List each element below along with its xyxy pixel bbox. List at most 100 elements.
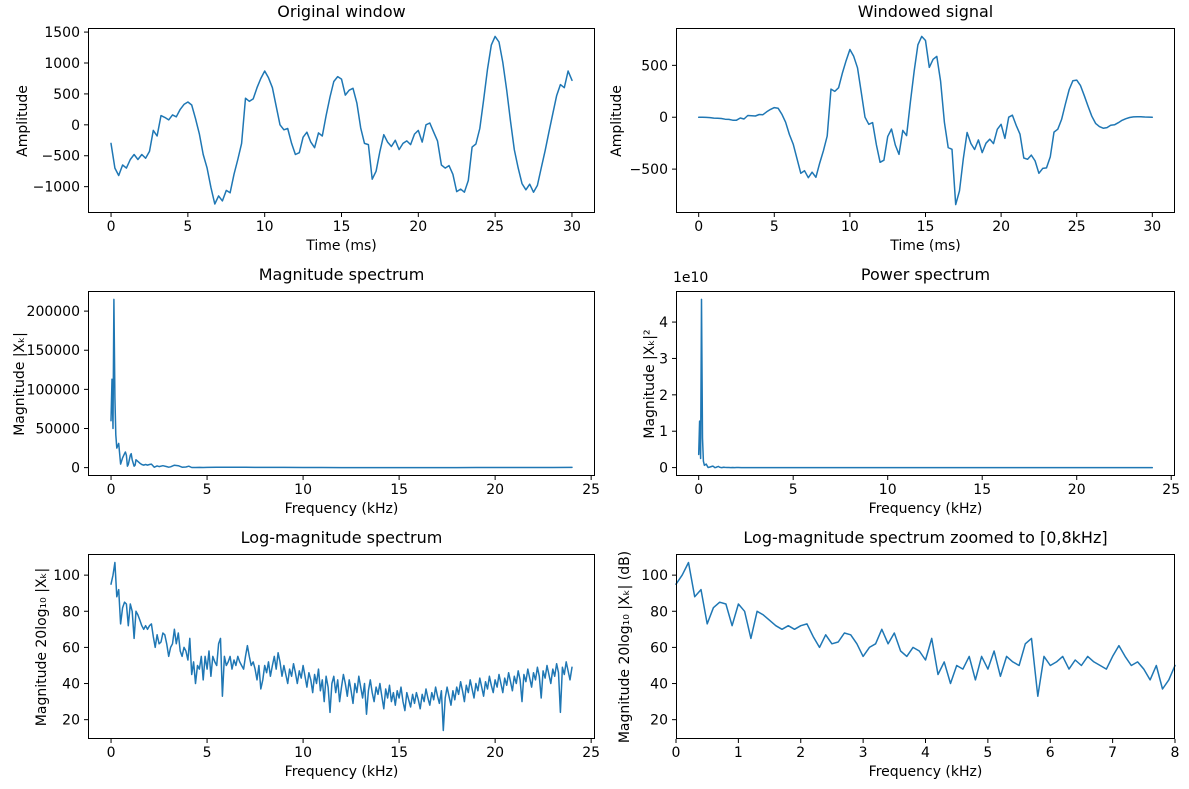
- y-tick-label: 3: [659, 351, 668, 367]
- x-axis-label: Frequency (kHz): [868, 501, 983, 517]
- x-tick-label: 5: [789, 482, 798, 498]
- y-tick-label: 0: [71, 461, 80, 477]
- x-axis-label: Time (ms): [306, 238, 377, 254]
- axes-spines: [88, 554, 595, 739]
- y-tick-label: 1500: [44, 25, 80, 41]
- y-axis-label: Amplitude: [15, 84, 31, 157]
- axes-spines: [88, 291, 595, 476]
- x-tick-label: 10: [294, 745, 312, 761]
- axes-spines: [676, 291, 1175, 476]
- x-tick-label: 10: [256, 219, 274, 235]
- subplot-original-window: Original window Time (ms) Amplitude 0 5 10…: [15, 2, 595, 254]
- x-tick-label: 25: [582, 745, 600, 761]
- subplot-log-magnitude-spectrum-zoomed: Log-magnitude spectrum zoomed to [0,8kHz…: [617, 528, 1179, 780]
- x-tick-label: 0: [107, 482, 116, 498]
- x-tick-label: 10: [841, 219, 859, 235]
- y-tick-label: 50000: [35, 421, 80, 437]
- plot-title: Original window: [277, 2, 406, 21]
- x-tick-label: 2: [796, 745, 805, 761]
- subplot-power-spectrum: Power spectrum 1e10 Frequency (kHz) Magn…: [642, 265, 1180, 517]
- y-tick-label: 20: [650, 713, 668, 729]
- x-tick-label: 15: [973, 482, 991, 498]
- x-tick-label: 5: [770, 219, 779, 235]
- y-tick-label: −1000: [33, 180, 80, 196]
- axes-spines: [676, 28, 1175, 213]
- x-tick-label: 5: [203, 482, 212, 498]
- y-axis-label: Magnitude 20log₁₀ |Xₖ| (dB): [617, 550, 633, 743]
- y-tick-label: 0: [659, 461, 668, 477]
- x-axis-label: Frequency (kHz): [284, 764, 399, 780]
- series-line: [110, 298, 573, 469]
- plot-area: 0 5 10 15 20 25 30 −1000 −500 0 500 1000 1500: [33, 25, 595, 235]
- x-tick-label: 0: [694, 219, 703, 235]
- x-tick-label: 15: [390, 482, 408, 498]
- plot-area: 0 5 10 15 20 25 0 50000 100000 150000 200000: [27, 291, 600, 498]
- x-tick-label: 20: [486, 745, 504, 761]
- y-tick-label: 100000: [27, 382, 80, 398]
- x-tick-label: 7: [1108, 745, 1117, 761]
- x-tick-label: 15: [390, 745, 408, 761]
- y-tick-label: 20: [62, 713, 80, 729]
- axis-offset-text: 1e10: [673, 270, 709, 286]
- y-tick-label: 500: [53, 87, 80, 103]
- y-tick-label: 0: [659, 110, 668, 126]
- plot-title: Windowed signal: [857, 2, 994, 21]
- y-tick-label: 100: [53, 568, 80, 584]
- y-tick-label: 1000: [44, 56, 80, 72]
- plot-title: Power spectrum: [860, 265, 991, 284]
- x-tick-label: 4: [921, 745, 930, 761]
- y-axis-label: Amplitude: [609, 84, 625, 157]
- plot-title: Log-magnitude spectrum: [240, 528, 443, 547]
- y-axis-label: Magnitude |Xₖ|²: [642, 328, 658, 439]
- x-tick-label: 25: [1162, 482, 1180, 498]
- x-tick-label: 6: [1046, 745, 1055, 761]
- x-tick-label: 25: [486, 219, 504, 235]
- x-tick-label: 5: [203, 745, 212, 761]
- x-tick-label: 20: [486, 482, 504, 498]
- y-tick-label: 4: [659, 315, 668, 331]
- plot-area: 0 5 10 15 20 25 30 −500 0 500: [630, 28, 1175, 235]
- x-axis-label: Frequency (kHz): [284, 501, 399, 517]
- plot-title: Magnitude spectrum: [258, 265, 425, 284]
- y-tick-label: 80: [650, 604, 668, 620]
- x-tick-label: 0: [107, 745, 116, 761]
- x-axis-label: Time (ms): [890, 238, 961, 254]
- x-tick-label: 25: [1068, 219, 1086, 235]
- y-tick-label: 200000: [27, 304, 80, 320]
- axes-spines: [676, 554, 1175, 739]
- x-tick-label: 15: [917, 219, 935, 235]
- plot-area: 0 5 10 15 20 25 0 1 2 3 4: [659, 291, 1180, 498]
- x-tick-label: 10: [879, 482, 897, 498]
- subplot-magnitude-spectrum: Magnitude spectrum Frequency (kHz) Magni…: [12, 265, 600, 517]
- x-tick-label: 1: [734, 745, 743, 761]
- y-tick-label: 40: [650, 677, 668, 693]
- y-tick-label: 150000: [27, 343, 80, 359]
- y-tick-label: 100: [641, 568, 668, 584]
- series-line: [110, 561, 573, 732]
- plot-area: 0 1 2 3 4 5 6 7 8 20 40 60 80 100: [641, 554, 1179, 761]
- series-line: [110, 35, 573, 205]
- series-line: [675, 561, 1176, 697]
- y-tick-label: −500: [630, 162, 668, 178]
- x-axis-label: Frequency (kHz): [868, 764, 983, 780]
- x-tick-label: 0: [672, 745, 681, 761]
- y-tick-label: 0: [71, 118, 80, 134]
- y-tick-label: 60: [62, 640, 80, 656]
- y-axis-label: Magnitude 20log₁₀ |Xₖ|: [34, 567, 50, 726]
- subplot-windowed-signal: Windowed signal Time (ms) Amplitude 0 5 10…: [609, 2, 1175, 254]
- x-tick-label: 30: [563, 219, 581, 235]
- axes-spines: [88, 28, 595, 213]
- series-line: [697, 298, 1154, 469]
- x-tick-label: 5: [983, 745, 992, 761]
- y-tick-label: 80: [62, 604, 80, 620]
- y-tick-label: 40: [62, 677, 80, 693]
- y-tick-label: 500: [641, 58, 668, 74]
- x-tick-label: 10: [294, 482, 312, 498]
- x-tick-label: 25: [582, 482, 600, 498]
- x-tick-label: 20: [992, 219, 1010, 235]
- series-line: [697, 35, 1154, 206]
- plot-area: 0 5 10 15 20 25 20 40 60 80 100: [53, 554, 600, 761]
- x-tick-label: 15: [333, 219, 351, 235]
- plot-title: Log-magnitude spectrum zoomed to [0,8kHz…: [743, 528, 1108, 547]
